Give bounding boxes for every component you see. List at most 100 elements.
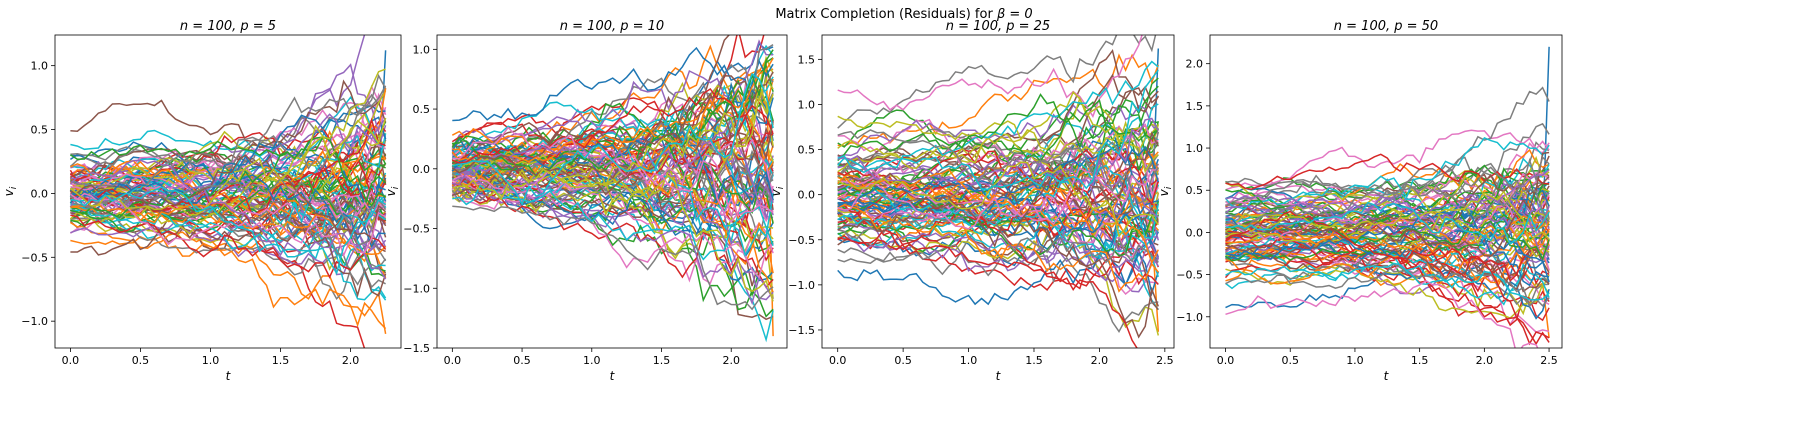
x-tick-label: 2.5 xyxy=(1156,354,1174,367)
series-line xyxy=(452,80,774,198)
y-tick-label: 0.0 xyxy=(798,189,816,202)
x-tick-label: 2.0 xyxy=(342,354,360,367)
x-tick-label: 0.0 xyxy=(1217,354,1235,367)
x-tick-label: 1.0 xyxy=(1346,354,1364,367)
series-line xyxy=(837,182,1159,234)
y-tick-label: −0.5 xyxy=(21,251,48,264)
series-line xyxy=(452,161,774,220)
series-line xyxy=(837,129,1159,205)
series-line xyxy=(837,35,1143,118)
series-line xyxy=(70,186,387,276)
series-line xyxy=(837,229,1138,348)
series-group xyxy=(451,35,774,343)
subplot-title: n = 100, p = 5 xyxy=(180,19,276,34)
series-line xyxy=(837,208,1159,290)
series-line xyxy=(1225,190,1550,243)
y-tick-label: −1.0 xyxy=(1176,311,1203,324)
x-tick-label: 0.5 xyxy=(1281,354,1299,367)
subplot-title: n = 100, p = 50 xyxy=(1334,19,1438,34)
x-tick-label: 2.5 xyxy=(1540,354,1558,367)
series-line xyxy=(837,209,1159,264)
series-line xyxy=(1225,203,1550,283)
x-tick-label: 1.0 xyxy=(583,354,601,367)
series-line xyxy=(70,172,387,226)
series-line xyxy=(837,161,1159,238)
series-line xyxy=(69,177,387,225)
axes-frame xyxy=(436,34,788,349)
series-line xyxy=(1225,267,1550,316)
series-line xyxy=(70,99,387,208)
series-line xyxy=(837,124,1159,201)
series-line xyxy=(451,192,774,279)
y-tick-label: 1.0 xyxy=(1186,142,1204,155)
series-line xyxy=(837,93,1159,162)
x-tick-label: 2.0 xyxy=(722,354,740,367)
series-line xyxy=(452,46,774,125)
series-line xyxy=(69,114,387,198)
series-line xyxy=(451,137,774,197)
y-tick-label: 1.0 xyxy=(413,43,431,56)
series-line xyxy=(451,49,774,178)
series-line xyxy=(451,124,774,206)
x-tick-label: 1.5 xyxy=(1411,354,1429,367)
series-line xyxy=(1225,151,1550,238)
series-line xyxy=(70,167,386,249)
series-line xyxy=(837,69,1159,190)
y-tick-label: 1.5 xyxy=(798,53,816,66)
series-line xyxy=(452,93,774,201)
series-line xyxy=(1225,213,1550,258)
subplot-1: 0.0 0.5 1.0 1.5 2.0 −1.0 −0.5 0.0 0.5 1.0 n = 100,… xyxy=(2,19,402,383)
y-tick-label: 1.0 xyxy=(31,60,49,73)
y-tick-label: 0.0 xyxy=(1186,226,1204,239)
x-tick-label: 0.0 xyxy=(444,354,462,367)
subplot-2: 0.0 0.5 1.0 1.5 2.0 −1.5 −1.0 −0.5 0.0 0.5 1.0 n = … xyxy=(384,19,788,383)
x-tick-label: 1.5 xyxy=(272,354,290,367)
series-line xyxy=(1225,262,1550,301)
series-line xyxy=(69,117,387,216)
series-line xyxy=(452,176,774,289)
series-line xyxy=(452,184,774,261)
series-group xyxy=(1224,46,1550,348)
series-line xyxy=(452,72,774,206)
series-line xyxy=(837,117,1159,196)
series-line xyxy=(69,73,387,174)
series-line xyxy=(837,53,1160,147)
x-tick-label: 1.5 xyxy=(1025,354,1043,367)
x-axis-label: t xyxy=(1384,369,1390,383)
series-group xyxy=(837,35,1160,348)
series-line xyxy=(837,208,1159,306)
series-line xyxy=(837,192,1160,261)
axes-frame xyxy=(54,34,402,349)
series-line xyxy=(1225,229,1550,317)
y-axis-label: vi xyxy=(384,186,401,196)
series-line xyxy=(1225,155,1550,220)
y-tick-label: 0.5 xyxy=(798,144,816,157)
series-line xyxy=(1225,194,1550,234)
series-line xyxy=(452,150,774,207)
x-tick-label: 0.5 xyxy=(513,354,531,367)
series-line xyxy=(1225,238,1550,291)
series-line xyxy=(451,121,774,174)
series-line xyxy=(837,184,1159,310)
y-tick-label: −1.0 xyxy=(21,315,48,328)
x-tick-label: 1.0 xyxy=(960,354,978,367)
series-line xyxy=(837,103,1159,158)
x-axis-label: t xyxy=(996,369,1002,383)
y-tick-label: −0.5 xyxy=(403,223,430,236)
series-line xyxy=(69,159,387,280)
series-line xyxy=(1225,280,1539,348)
series-line xyxy=(70,129,387,212)
series-line xyxy=(70,202,387,301)
y-axis-label: vi xyxy=(769,186,786,196)
x-tick-label: 0.5 xyxy=(894,354,912,367)
x-tick-label: 0.0 xyxy=(62,354,80,367)
x-tick-label: 1.0 xyxy=(202,354,220,367)
series-line xyxy=(70,154,387,239)
axes-frame xyxy=(1209,34,1563,349)
series-line xyxy=(837,35,1157,129)
series-line xyxy=(1225,176,1550,229)
y-tick-label: 0.5 xyxy=(413,103,431,116)
series-line xyxy=(837,60,1159,169)
series-line xyxy=(1225,210,1550,346)
